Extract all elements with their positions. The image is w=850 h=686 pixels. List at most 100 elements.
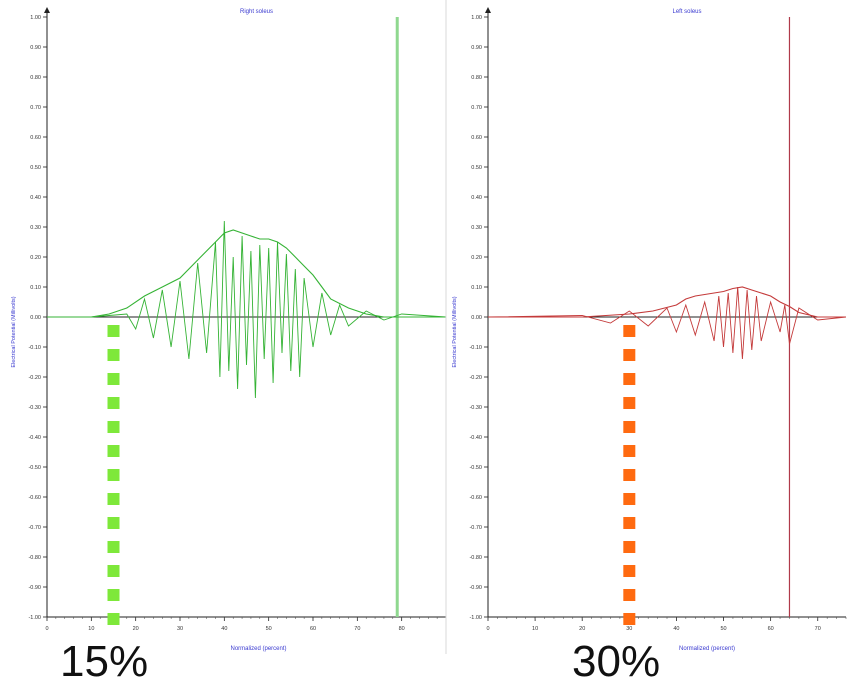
y-tick-label: 0.80 <box>471 75 482 81</box>
y-tick-label: -0.40 <box>469 435 482 441</box>
onset-marker-dot <box>623 469 636 481</box>
right-percent-label: 30% <box>572 637 661 686</box>
x-tick-label: 70 <box>354 626 360 632</box>
y-tick-label: 0.30 <box>471 225 482 231</box>
y-tick-label: 0.50 <box>30 165 41 171</box>
onset-marker-dot <box>623 325 636 337</box>
left-soleus-panel: Left soleus 1.00 0.90 0.80 0.70 0.60 0.50 0.40 0… <box>452 7 847 652</box>
raw-emg-line <box>487 286 847 360</box>
y-tick-label: -0.30 <box>28 405 41 411</box>
chart-title: Right soleus <box>240 9 273 15</box>
onset-marker-dot <box>107 565 120 577</box>
y-tick-label: -0.60 <box>28 495 41 501</box>
y-tick-label: 0.80 <box>30 75 41 81</box>
onset-marker-dot <box>623 397 636 409</box>
x-tick-label: 30 <box>177 626 183 632</box>
y-tick-label: -0.30 <box>469 405 482 411</box>
y-tick-label: -1.00 <box>469 615 482 621</box>
x-tick-label: 40 <box>673 626 679 632</box>
onset-marker-dot <box>623 349 636 361</box>
onset-marker-dot <box>623 565 636 577</box>
x-tick-label: 80 <box>399 626 405 632</box>
y-tick-label: 0.70 <box>30 105 41 111</box>
onset-marker-dot <box>107 349 120 361</box>
envelope-line <box>488 286 846 318</box>
x-tick-label: 20 <box>133 626 139 632</box>
y-tick-label: -0.70 <box>28 525 41 531</box>
onset-marker-dot <box>107 325 120 337</box>
y-tick-label: 0.10 <box>471 285 482 291</box>
y-tick-label: -0.80 <box>469 555 482 561</box>
x-tick-label: 0 <box>45 626 48 632</box>
x-tick-label: 10 <box>532 626 538 632</box>
y-tick-label: 0.40 <box>471 195 482 201</box>
x-tick-label: 70 <box>815 626 821 632</box>
x-tick-label: 50 <box>720 626 726 632</box>
y-tick-label: -0.40 <box>28 435 41 441</box>
x-axis-label: Normalized (percent) <box>679 646 735 652</box>
onset-marker-dot <box>107 613 120 625</box>
y-tick-label: 1.00 <box>30 15 41 21</box>
y-tick-label: 0.60 <box>471 135 482 141</box>
y-tick-label: 0.20 <box>471 255 482 261</box>
y-tick-label: -0.80 <box>28 555 41 561</box>
y-tick-label: -0.10 <box>28 345 41 351</box>
y-axis-arrow <box>485 7 491 13</box>
y-tick-label: 0.90 <box>471 45 482 51</box>
x-tick-label: 30 <box>626 626 632 632</box>
x-tick-label: 60 <box>768 626 774 632</box>
y-tick-label: -1.00 <box>28 615 41 621</box>
y-tick-label: 0.90 <box>30 45 41 51</box>
x-tick-label: 60 <box>310 626 316 632</box>
x-tick-label: 40 <box>221 626 227 632</box>
y-tick-label: -0.20 <box>469 375 482 381</box>
y-tick-label: -0.90 <box>28 585 41 591</box>
onset-marker-dot <box>107 445 120 457</box>
y-tick-label: 0.30 <box>30 225 41 231</box>
y-tick-label: 0.40 <box>30 195 41 201</box>
onset-marker-dot <box>623 541 636 553</box>
onset-marker-dot <box>107 589 120 601</box>
left-percent-label: 15% <box>60 637 149 686</box>
envelope-line <box>47 229 446 318</box>
x-tick-label: 50 <box>266 626 272 632</box>
onset-marker-dot <box>107 397 120 409</box>
right-soleus-panel: Right soleus 1.00 0.90 0.80 0.70 0.60 0.50 0.40… <box>11 7 447 652</box>
x-tick-label: 10 <box>88 626 94 632</box>
onset-marker-dot <box>107 517 120 529</box>
y-tick-label: 0.50 <box>471 165 482 171</box>
y-tick-label: 0.00 <box>471 315 482 321</box>
y-axis-label: Electrical Potential (Millivolts) <box>11 296 17 367</box>
onset-marker-dot <box>107 493 120 505</box>
y-tick-label: 0.70 <box>471 105 482 111</box>
y-tick-label: 0.20 <box>30 255 41 261</box>
onset-marker-dot <box>623 445 636 457</box>
y-tick-label: -0.90 <box>469 585 482 591</box>
y-tick-label: -0.10 <box>469 345 482 351</box>
onset-marker-dot <box>623 613 636 625</box>
y-axis-arrow <box>44 7 50 13</box>
y-tick-label: -0.50 <box>469 465 482 471</box>
onset-marker-dot <box>623 493 636 505</box>
y-tick-label: 0.10 <box>30 285 41 291</box>
onset-marker-dot <box>623 589 636 601</box>
figure: Right soleus 1.00 0.90 0.80 0.70 0.60 0.50 0.40… <box>11 0 847 654</box>
y-tick-label: 0.60 <box>30 135 41 141</box>
y-tick-label: -0.60 <box>469 495 482 501</box>
chart-title: Left soleus <box>672 9 701 15</box>
onset-marker-dot <box>623 517 636 529</box>
y-axis-label: Electrical Potential (Millivolts) <box>452 296 458 367</box>
y-tick-label: 0.00 <box>30 315 41 321</box>
y-tick-label: 1.00 <box>471 15 482 21</box>
y-tick-label: -0.70 <box>469 525 482 531</box>
y-tick-label: -0.20 <box>28 375 41 381</box>
raw-emg-line <box>47 220 447 399</box>
onset-marker-dot <box>107 373 120 385</box>
onset-marker-dot <box>107 469 120 481</box>
x-tick-label: 20 <box>579 626 585 632</box>
onset-marker-dot <box>107 421 120 433</box>
x-axis-label: Normalized (percent) <box>230 646 286 652</box>
onset-marker-dot <box>623 373 636 385</box>
x-tick-label: 0 <box>486 626 489 632</box>
onset-marker-dot <box>623 421 636 433</box>
